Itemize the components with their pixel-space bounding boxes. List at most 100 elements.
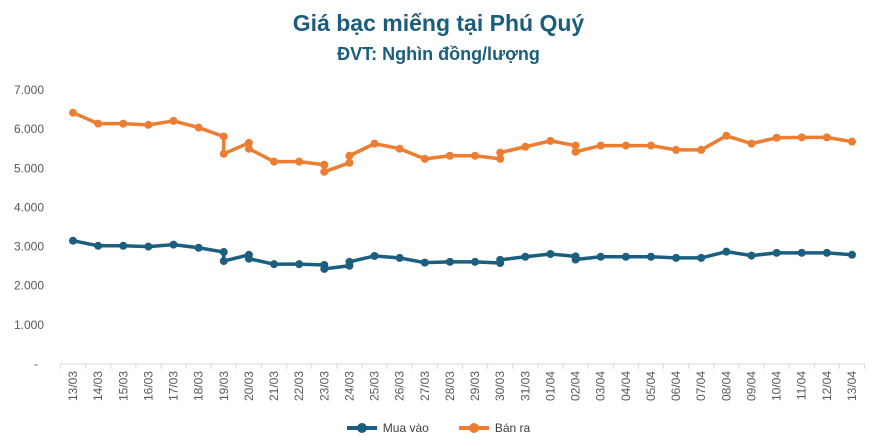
data-point (420, 258, 429, 267)
x-tick-label: 13/04 (845, 371, 859, 401)
data-point (219, 257, 228, 266)
legend: Mua vào Bán ra (0, 421, 877, 435)
x-tick-label: 20/03 (242, 371, 256, 401)
data-point (270, 157, 279, 166)
data-point (345, 257, 354, 266)
x-tick-label: 11/04 (795, 371, 809, 400)
y-tick-label: 5.000 (14, 161, 44, 175)
chart-title: Giá bạc miếng tại Phú Quý (292, 10, 585, 36)
legend-label: Bán ra (494, 421, 531, 435)
data-point (370, 251, 379, 260)
data-point (370, 139, 379, 148)
data-point (320, 160, 329, 169)
y-tick-label: 6.000 (14, 122, 44, 136)
data-point (169, 116, 178, 125)
y-tick-label: 7.000 (14, 83, 44, 97)
legend-label: Mua vào (382, 421, 429, 435)
data-point (295, 260, 304, 269)
x-tick-label: 14/03 (91, 371, 105, 401)
data-point (571, 141, 580, 150)
data-point (244, 254, 253, 263)
data-point (270, 260, 279, 269)
data-point (646, 252, 655, 261)
data-point (571, 255, 580, 264)
x-tick-label: 23/03 (317, 371, 331, 401)
x-tick-label: 18/03 (192, 371, 206, 401)
x-tick-label: 31/03 (518, 371, 532, 401)
data-point (772, 248, 781, 257)
data-point (194, 243, 203, 252)
data-point (496, 154, 505, 163)
data-point (571, 147, 580, 156)
data-point (69, 236, 77, 245)
x-tick-label: 03/04 (594, 371, 608, 401)
y-tick-label: 3.000 (14, 240, 44, 254)
x-tick-label: 15/03 (116, 371, 130, 401)
data-point (119, 241, 128, 250)
series-line-0 (72, 238, 853, 271)
data-point (420, 154, 429, 163)
data-point (144, 242, 153, 251)
x-tick-label: 12/04 (820, 371, 834, 401)
x-tick-label: 06/04 (669, 371, 683, 401)
data-point (521, 252, 530, 261)
data-point (521, 142, 530, 151)
data-point (822, 133, 831, 142)
data-point (445, 257, 454, 266)
data-point (797, 133, 806, 142)
data-point (596, 252, 605, 261)
data-point (621, 252, 630, 261)
x-tick-label: 02/04 (569, 371, 583, 401)
data-point (219, 248, 228, 257)
x-tick-label: 09/04 (744, 371, 758, 401)
data-point (295, 157, 304, 166)
data-point (546, 136, 555, 145)
x-tick-label: 25/03 (368, 371, 382, 401)
x-tick-label: 04/04 (619, 371, 633, 401)
x-tick-label: 22/03 (292, 371, 306, 401)
chart-subtitle: ĐVT: Nghìn đồng/lượng (337, 44, 540, 64)
x-tick-label: 05/04 (644, 371, 658, 401)
data-point (244, 138, 253, 147)
x-tick-label: 13/03 (66, 371, 80, 401)
data-point (646, 141, 655, 150)
data-point (496, 148, 505, 157)
data-point (848, 250, 856, 259)
data-point (747, 139, 756, 148)
series-line-1 (72, 111, 853, 174)
data-point (471, 151, 480, 160)
x-tick-label: 19/03 (217, 371, 231, 401)
data-point (722, 247, 731, 256)
data-point (345, 151, 354, 160)
y-tick-label: - (34, 357, 38, 371)
x-tick-label: 30/03 (493, 371, 507, 401)
data-point (697, 253, 706, 262)
x-tick-label: 10/04 (770, 371, 784, 401)
data-point (797, 248, 806, 257)
legend-swatch (458, 423, 489, 433)
x-tick-label: 16/03 (141, 371, 155, 401)
data-point (722, 131, 731, 140)
data-point (546, 250, 555, 259)
data-point (471, 257, 480, 266)
data-point (320, 167, 329, 176)
data-point (672, 253, 681, 262)
data-point (747, 251, 756, 260)
data-point (194, 123, 203, 132)
data-point (596, 141, 605, 150)
data-point (69, 108, 77, 117)
x-tick-label: 01/04 (543, 371, 557, 401)
x-tick-label: 29/03 (468, 371, 482, 401)
data-point (672, 145, 681, 154)
data-point (119, 119, 128, 128)
legend-swatch (346, 423, 377, 433)
data-point (822, 248, 831, 257)
data-point (94, 241, 103, 250)
data-point (445, 151, 454, 160)
data-point (219, 132, 228, 141)
legend-item-ban-ra: Bán ra (458, 421, 531, 435)
data-point (395, 253, 404, 262)
x-tick-label: 27/03 (418, 371, 432, 401)
y-tick-label: 4.000 (14, 200, 44, 214)
